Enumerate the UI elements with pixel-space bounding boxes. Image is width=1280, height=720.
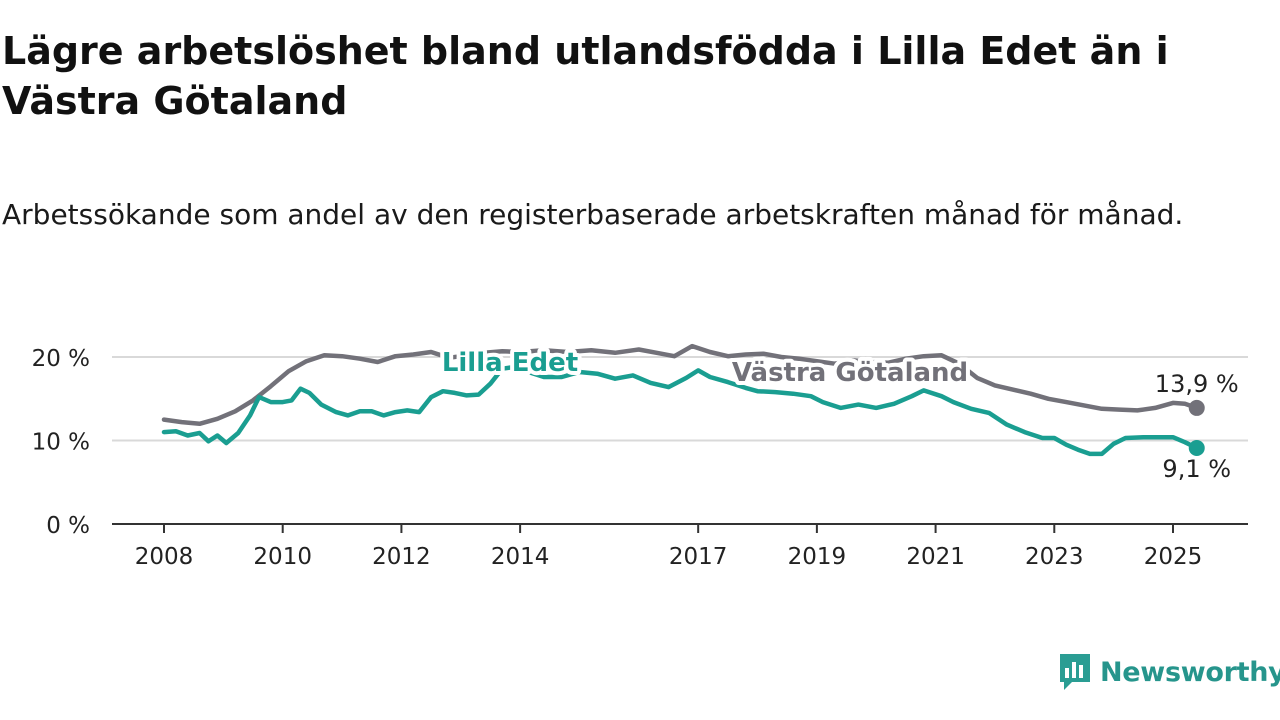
x-tick-label: 2014 (491, 544, 550, 570)
series-end-label: 13,9 % (1155, 370, 1239, 398)
series-line-lilla-edet (161, 364, 1199, 457)
line-chart: 0 % 10 % 20 % 2008 2010 2012 2014 2017 2019 2021… (32, 343, 1248, 570)
brand-name: Newsworthy (1100, 656, 1280, 688)
series-lines (161, 343, 1205, 457)
series-line-vastra-gotaland (161, 343, 1199, 427)
y-tick-label: 0 % (46, 513, 90, 539)
series-end-marker (1188, 440, 1205, 457)
y-tick-label: 10 % (32, 430, 90, 456)
x-tick-label: 2010 (253, 544, 312, 570)
y-tick-label: 20 % (32, 346, 90, 372)
x-tick-label: 2025 (1144, 544, 1203, 570)
series-name-label: Västra Götaland (732, 358, 968, 388)
x-tick-label: 2023 (1025, 544, 1084, 570)
series-name-label: Lilla Edet (442, 348, 578, 378)
brand: Newsworthy (1058, 652, 1280, 692)
x-tick-label: 2017 (669, 544, 728, 570)
x-tick-label: 2021 (906, 544, 965, 570)
newsworthy-logo-icon (1060, 654, 1090, 690)
series-end-marker (1188, 399, 1205, 416)
chart-subtitle: Arbetssökande som andel av den registerb… (2, 198, 1184, 231)
series-end-label: 9,1 % (1162, 455, 1231, 483)
x-tick-label: 2012 (372, 544, 431, 570)
y-axis-ticks: 0 % 10 % 20 % (32, 346, 90, 539)
x-axis: 2008 2010 2012 2014 2017 2019 2021 2023 2025 (112, 523, 1248, 570)
chart-title: Lägre arbetslöshet bland utlandsfödda i … (2, 29, 1169, 123)
series-name-label-halo: Lilla Edet (442, 348, 578, 378)
x-tick-label: 2008 (135, 544, 194, 570)
x-tick-label: 2019 (788, 544, 847, 570)
grid-lines (112, 356, 1248, 442)
series-name-label-halo: Västra Götaland (732, 358, 968, 388)
